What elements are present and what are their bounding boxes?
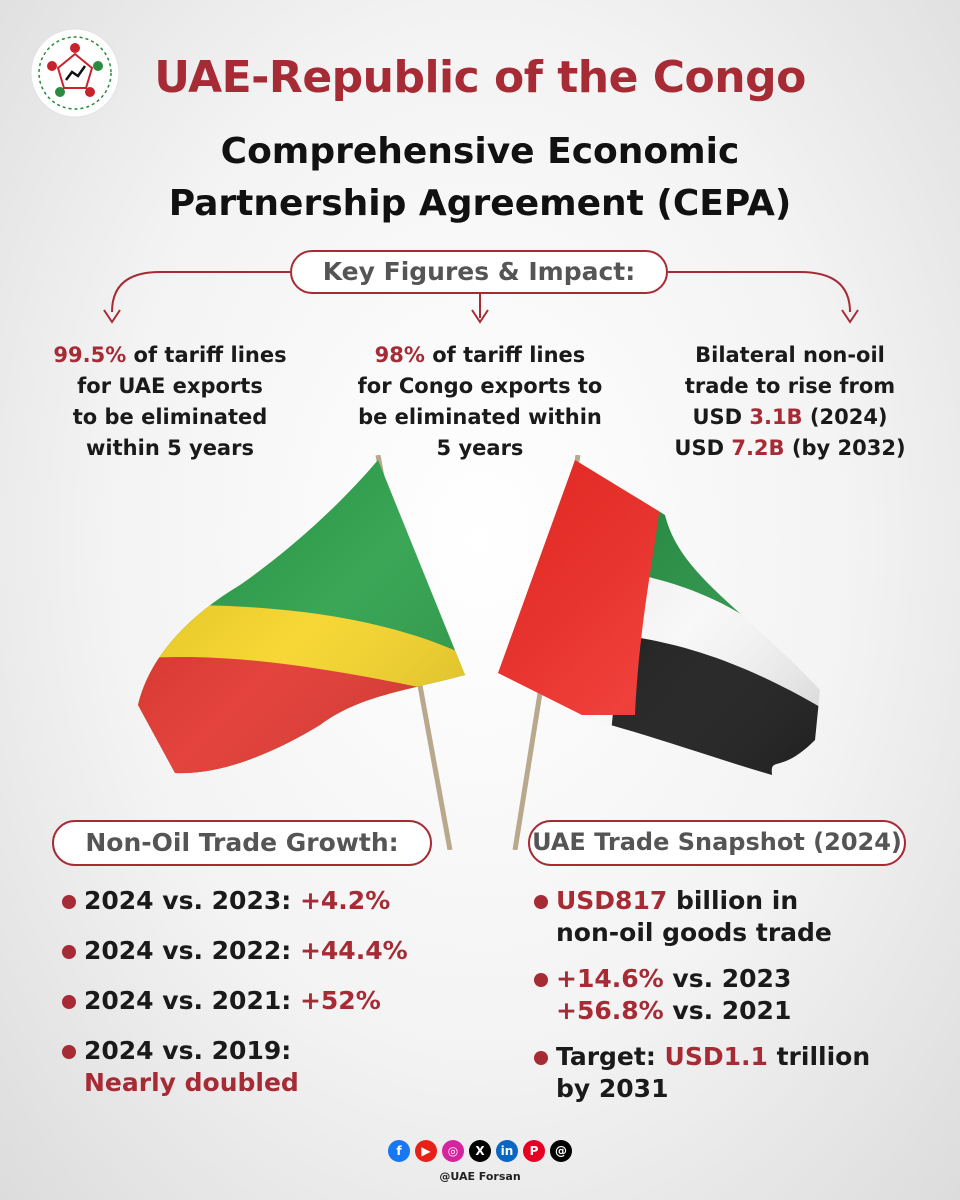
bullet-dot — [534, 973, 548, 987]
bullet-dot — [62, 945, 76, 959]
key-figure-line: for Congo exports to — [357, 374, 603, 398]
social-icons: f ▶ ◎ X in P @ — [386, 1140, 574, 1166]
key-figure-line: for UAE exports — [77, 374, 263, 398]
snapshot-value: USD817 — [556, 886, 668, 915]
threads-icon[interactable]: @ — [550, 1140, 572, 1162]
growth-value: Nearly doubled — [84, 1068, 299, 1097]
facebook-icon[interactable]: f — [388, 1140, 410, 1162]
growth-value: +52% — [299, 986, 381, 1015]
bullet-dot — [62, 895, 76, 909]
list-item: +14.6% vs. 2023 +56.8% vs. 2021 — [534, 963, 934, 1027]
key-figures-connectors — [103, 271, 859, 324]
trade-growth-heading: Non-Oil Trade Growth: — [52, 820, 432, 866]
key-figure-value: 7.2B — [731, 436, 785, 460]
linkedin-icon[interactable]: in — [496, 1140, 518, 1162]
key-figure-line: USD 3.1B (2024) — [692, 405, 888, 429]
youtube-icon[interactable]: ▶ — [415, 1140, 437, 1162]
trade-snapshot-list: USD817 billion in non-oil goods trade +1… — [534, 885, 934, 1119]
pinterest-icon[interactable]: P — [523, 1140, 545, 1162]
key-figure-line: be eliminated within — [358, 405, 602, 429]
key-figure-value: 98% — [374, 343, 425, 367]
uae-forsan-logo — [30, 28, 120, 118]
snapshot-value: +56.8% — [556, 996, 664, 1025]
bullet-dot — [534, 1051, 548, 1065]
list-item: USD817 billion in non-oil goods trade — [534, 885, 934, 949]
key-figure-line: USD 7.2B (by 2032) — [674, 436, 906, 460]
list-item: 2024 vs. 2022: +44.4% — [62, 935, 462, 967]
key-figure-line: to be eliminated — [72, 405, 268, 429]
snapshot-value: +14.6% — [556, 964, 664, 993]
key-figure-value: 3.1B — [749, 405, 803, 429]
crossed-flags-illustration — [138, 455, 820, 850]
page-title: UAE-Republic of the Congo — [154, 52, 806, 103]
key-figure-bilateral-trade: Bilateral non-oil trade to rise from USD… — [640, 340, 940, 464]
key-figure-value: 99.5% — [53, 343, 127, 367]
list-item: 2024 vs. 2023: +4.2% — [62, 885, 462, 917]
key-figure-line: 5 years — [436, 436, 524, 460]
list-item: Target: USD1.1 trillion by 2031 — [534, 1041, 934, 1105]
x-icon[interactable]: X — [469, 1140, 491, 1162]
trade-growth-list: 2024 vs. 2023: +4.2% 2024 vs. 2022: +44.… — [62, 885, 462, 1117]
key-figure-congo-exports: 98% of tariff lines for Congo exports to… — [330, 340, 630, 464]
list-item: 2024 vs. 2021: +52% — [62, 985, 462, 1017]
page-subtitle: Comprehensive Economic Partnership Agree… — [0, 126, 960, 230]
snapshot-value: USD1.1 — [664, 1042, 768, 1071]
key-figure-line: trade to rise from — [684, 374, 896, 398]
growth-value: +4.2% — [299, 886, 391, 915]
key-figure-line: Bilateral non-oil — [695, 343, 885, 367]
growth-value: +44.4% — [299, 936, 408, 965]
congo-flag — [138, 460, 465, 774]
key-figure-line: within 5 years — [86, 436, 254, 460]
instagram-icon[interactable]: ◎ — [442, 1140, 464, 1162]
trade-snapshot-heading: UAE Trade Snapshot (2024) — [528, 820, 906, 866]
bullet-dot — [534, 895, 548, 909]
subtitle-line-2: Partnership Agreement (CEPA) — [168, 183, 792, 224]
subtitle-line-1: Comprehensive Economic — [220, 131, 740, 172]
key-figure-uae-exports: 99.5% of tariff lines for UAE exports to… — [20, 340, 320, 464]
key-figure-line: 99.5% of tariff lines — [53, 343, 287, 367]
list-item: 2024 vs. 2019: Nearly doubled — [62, 1035, 462, 1099]
key-figure-line: 98% of tariff lines — [374, 343, 586, 367]
key-figures-heading: Key Figures & Impact: — [290, 250, 668, 294]
social-handle: @UAE Forsan — [439, 1170, 521, 1183]
bullet-dot — [62, 1045, 76, 1059]
bullet-dot — [62, 995, 76, 1009]
